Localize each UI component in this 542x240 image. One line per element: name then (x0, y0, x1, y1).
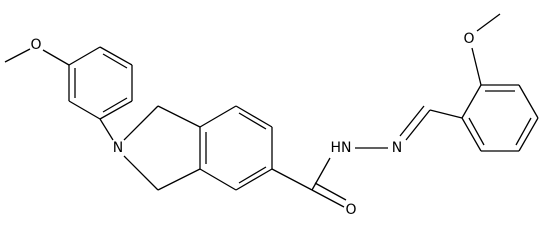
atom-labels: O N HN N O O (30, 31, 474, 218)
atom-label: O (463, 31, 474, 47)
atom-label: HN (331, 140, 352, 156)
atom-label: N (113, 140, 123, 156)
bonds (4, 13, 539, 208)
atom-label: N (392, 140, 402, 156)
atom-label: O (345, 202, 356, 218)
molecule-diagram: O N HN N O O (4, 13, 539, 218)
atom-label: O (30, 37, 41, 53)
